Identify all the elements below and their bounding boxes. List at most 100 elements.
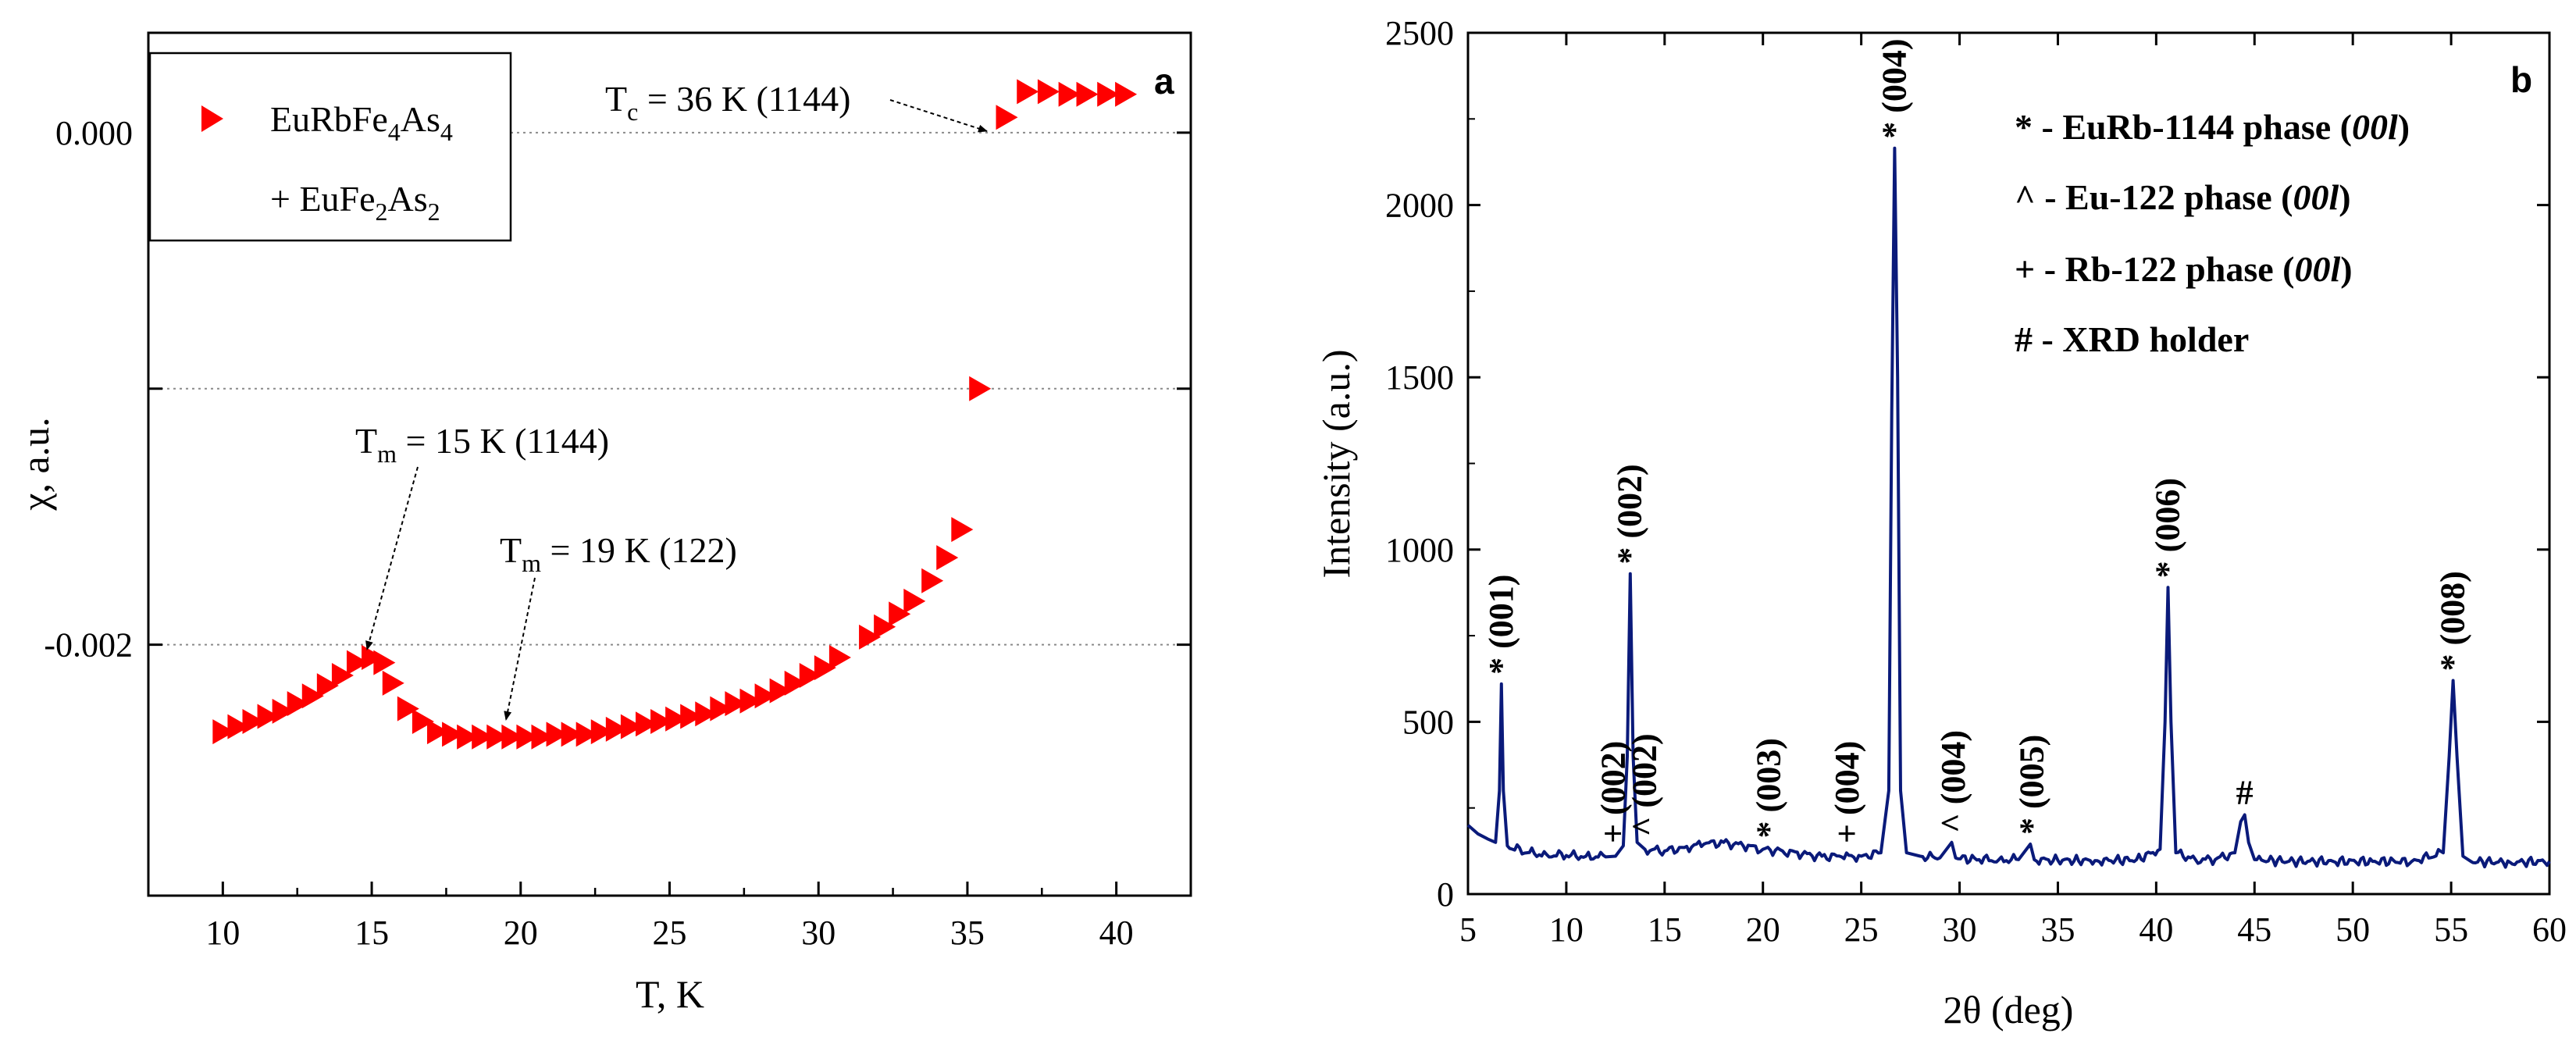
a-x-tick-label: 25 — [653, 914, 687, 952]
a-data-point — [635, 711, 657, 737]
b-panel-label: b — [2510, 59, 2532, 100]
a-data-point — [301, 683, 324, 709]
b-y-ticks: 0 500 1000 1500 2000 2500 — [1385, 14, 2549, 914]
b-peak-label: * (008) — [2434, 571, 2472, 671]
a-data-point — [242, 709, 265, 735]
a-data-point — [620, 714, 643, 739]
a-data-point — [1037, 79, 1060, 105]
a-arrow-tm-1144 — [365, 466, 419, 650]
a-data-point — [382, 670, 404, 696]
a-data-point — [561, 722, 583, 747]
a-data-point — [650, 709, 673, 735]
b-x-tick-label: 45 — [2237, 910, 2271, 949]
a-data-point — [710, 696, 732, 722]
b-peak-label: * (005) — [2013, 735, 2051, 835]
b-x-tick-label: 10 — [1549, 910, 1584, 949]
b-y-tick-label: 0 — [1437, 875, 1454, 914]
a-data-point — [739, 688, 762, 714]
b-peak-label: * (002) — [1611, 464, 1649, 564]
a-x-tick-label: 20 — [504, 914, 538, 952]
b-peak-labels: * (001) + (002) * (002) ^ (002) * (003) + (00… — [1482, 38, 2472, 843]
b-legend: * - EuRb-1144 phase (00l) ^ - Eu-122 pha… — [2015, 107, 2410, 359]
a-arrow-tc — [889, 99, 988, 133]
b-legend-item-rb122: + - Rb-122 phase (00l) — [2015, 249, 2353, 289]
b-x-tick-label: 25 — [1844, 910, 1879, 949]
b-peak-label: * (006) — [2148, 478, 2186, 578]
a-annotation-tm-1144: Tm = 15 K (1144) — [355, 421, 609, 468]
a-x-axis-title: T, K — [636, 972, 704, 1016]
b-legend-item-eu122: ^ - Eu-122 phase (00l) — [2015, 177, 2351, 217]
a-data-point — [546, 722, 568, 747]
b-x-tick-label: 60 — [2532, 910, 2567, 949]
a-data-point — [331, 663, 354, 689]
a-data-point — [442, 722, 465, 747]
a-data-point — [426, 719, 449, 745]
a-data-point — [347, 650, 369, 675]
a-panel-label: a — [1154, 61, 1174, 102]
a-arrow-tm-122 — [504, 577, 536, 721]
a-y-ticks: 0.000 -0.002 — [44, 114, 1191, 665]
a-legend-marker — [201, 105, 223, 132]
a-x-tick-label: 40 — [1099, 914, 1134, 952]
b-y-axis-title: Intensity (a.u.) — [1314, 350, 1358, 579]
a-data-point — [680, 704, 703, 729]
panel-b: 5 10 15 20 25 30 35 40 45 50 55 60 0 500 1000 1500 2000… — [1314, 14, 2567, 1032]
b-y-tick-label: 500 — [1402, 703, 1454, 741]
b-peak-label: * (004) — [1875, 38, 1913, 138]
a-legend-line1: EuRbFe4As4 — [270, 99, 453, 146]
a-data-point — [457, 724, 479, 750]
a-data-point — [212, 719, 235, 745]
a-data-point — [272, 698, 294, 724]
a-data-point — [373, 650, 396, 675]
a-data-point — [996, 105, 1018, 130]
a-data-point — [665, 706, 688, 732]
a-data-point — [695, 701, 718, 727]
b-x-tick-label: 50 — [2336, 910, 2370, 949]
a-data-point — [472, 724, 494, 750]
a-data-point — [936, 545, 959, 571]
a-data-point — [1097, 81, 1120, 107]
b-legend-item-holder: # - XRD holder — [2015, 319, 2249, 359]
a-data-point — [814, 655, 836, 681]
a-data-points — [212, 79, 1138, 750]
a-data-point — [921, 568, 944, 593]
b-peak-label: + (002) — [1594, 741, 1632, 843]
b-y-tick-label: 1000 — [1385, 531, 1454, 569]
b-peak-label: ^ (002) — [1626, 733, 1664, 836]
a-gridlines — [148, 131, 1191, 646]
a-data-point — [397, 696, 419, 722]
a-data-point — [784, 670, 807, 696]
a-y-tick-label: -0.002 — [44, 626, 133, 665]
b-peak-label: ^ (004) — [1934, 730, 1972, 833]
b-y-tick-label: 2000 — [1385, 187, 1454, 225]
a-data-point — [1058, 81, 1081, 107]
a-legend-line2: + EuFe2As2 — [270, 179, 440, 226]
a-annotation-tc: Tc = 36 K (1144) — [605, 79, 850, 126]
b-x-ticks: 5 10 15 20 25 30 35 40 45 50 55 60 — [1459, 33, 2567, 949]
a-data-point — [903, 588, 926, 614]
a-x-tick-label: 10 — [205, 914, 240, 952]
a-data-point — [362, 645, 384, 671]
b-hash-marker: # — [2236, 774, 2254, 812]
b-x-tick-label: 15 — [1648, 910, 1682, 949]
a-data-point — [969, 376, 992, 401]
b-peak-label: + (004) — [1828, 741, 1866, 843]
a-data-point — [769, 678, 792, 704]
a-data-point — [501, 724, 524, 750]
b-peak-label: * (001) — [1482, 575, 1520, 675]
a-legend-box — [148, 52, 512, 242]
a-data-point — [859, 624, 882, 650]
a-data-point — [516, 724, 539, 750]
a-data-point — [1115, 81, 1138, 107]
b-y-tick-label: 2500 — [1385, 14, 1454, 52]
b-y-tick-label: 1500 — [1385, 358, 1454, 397]
a-data-point — [951, 517, 974, 543]
a-data-point — [1017, 79, 1039, 105]
b-x-axis-title: 2θ (deg) — [1944, 988, 2074, 1032]
a-data-point — [287, 691, 309, 717]
b-x-tick-label: 55 — [2434, 910, 2468, 949]
a-data-point — [605, 716, 628, 742]
b-peak-label: * (003) — [1749, 738, 1787, 838]
a-data-point — [828, 645, 851, 671]
a-x-tick-label: 15 — [355, 914, 389, 952]
